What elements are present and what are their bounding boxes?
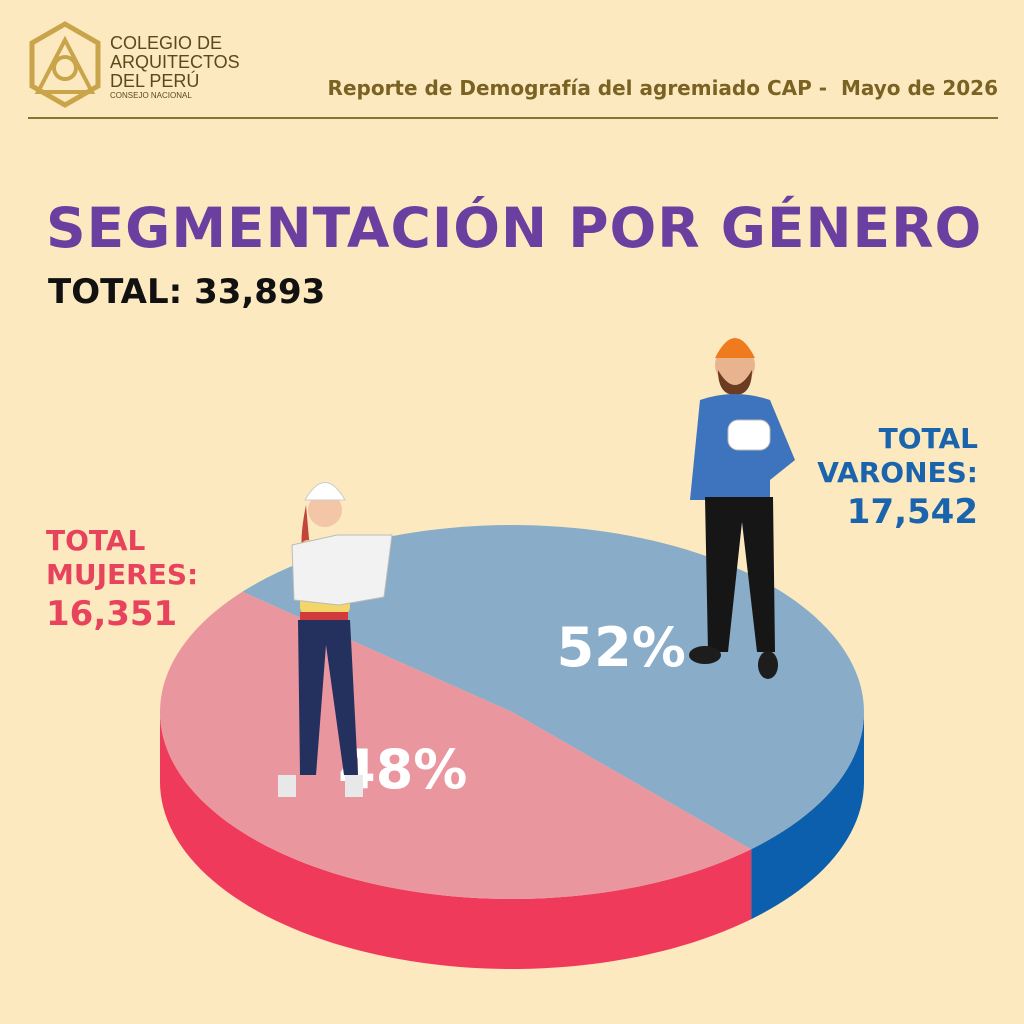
logo-line: DEL PERÚ <box>110 71 200 91</box>
slice-side <box>160 712 752 969</box>
category-label: TOTAL MUJERES: <box>46 524 199 591</box>
chart-title: SEGMENTACIÓN POR GÉNERO <box>46 196 983 260</box>
total: TOTAL: 33,893 <box>48 272 325 312</box>
logo-line: COLEGIO DE <box>110 33 223 53</box>
category-label: TOTAL VARONES: <box>817 422 978 489</box>
value-label: 52% <box>557 616 686 679</box>
logo-circle <box>52 55 78 81</box>
report-line: Reporte de Demografía del agremiado CAP … <box>327 76 998 100</box>
logo-hexagon <box>29 21 101 108</box>
legend-women: TOTAL MUJERES: 16,351 <box>46 524 221 634</box>
logo-sub: CONSEJO NACIONAL <box>110 91 192 100</box>
logo-triangle <box>34 35 96 94</box>
category-total: 16,351 <box>46 594 178 634</box>
slice-side <box>751 712 864 920</box>
logo-line: ARQUITECTOS <box>110 52 240 72</box>
total-label: TOTAL: <box>48 272 183 312</box>
logo-text: COLEGIO DE ARQUITECTOS DEL PERÚ CONSEJO … <box>110 33 240 101</box>
legend-men: TOTAL VARONES: 17,542 <box>803 422 978 532</box>
illustration <box>278 338 795 797</box>
total-value: 33,893 <box>194 272 326 312</box>
category-total: 17,542 <box>846 492 978 532</box>
